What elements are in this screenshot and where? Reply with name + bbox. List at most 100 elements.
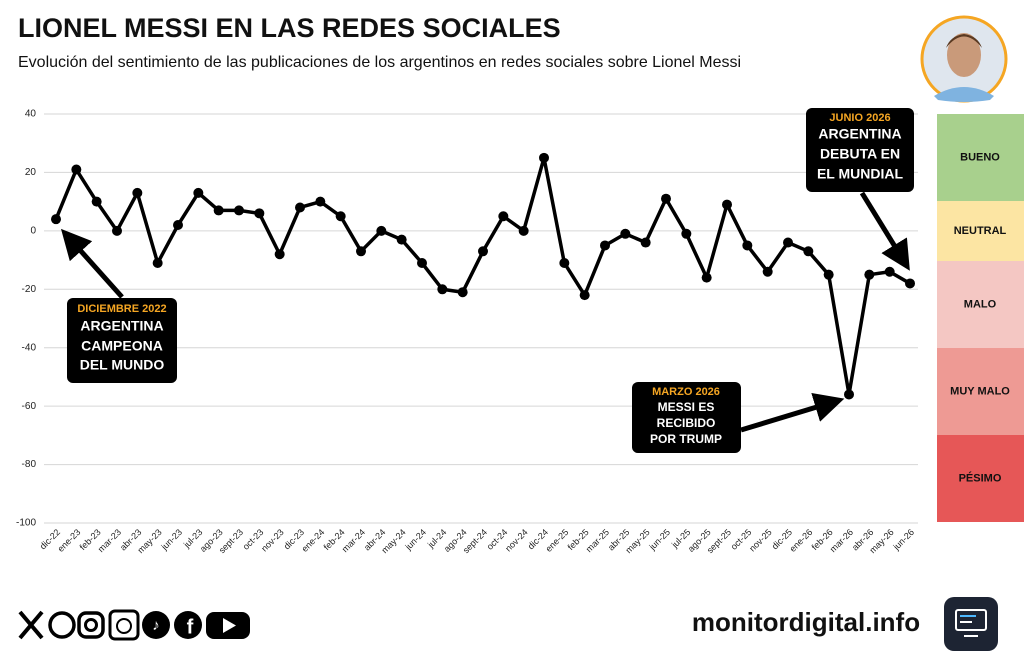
callout: JUNIO 2026 ARGENTINA DEBUTA EN EL MUNDIA… — [806, 108, 914, 271]
x-tick-label: ene-26 — [788, 527, 815, 554]
sentiment-label: PÉSIMO — [959, 471, 1002, 484]
point — [437, 284, 448, 295]
point — [71, 164, 82, 175]
x-tick-label: jun-24 — [403, 527, 428, 552]
series-line — [54, 156, 911, 397]
point — [234, 205, 244, 216]
x-tick-label: jun-25 — [647, 527, 672, 552]
point — [620, 228, 631, 239]
y-tick-label: -80 — [22, 459, 37, 470]
callout-text: POR TRUMP — [650, 432, 722, 446]
point — [884, 266, 895, 277]
callout-text: EL MUNDIAL — [817, 166, 904, 182]
site-name: monitordigital.info — [692, 607, 920, 637]
point — [213, 205, 224, 216]
x-tick-label: nov-25 — [747, 527, 774, 554]
x-tick-label: mar-24 — [340, 527, 367, 554]
x-tick-label: ene-25 — [544, 527, 571, 554]
point — [274, 249, 285, 260]
point — [417, 257, 427, 268]
x-tick-label: mar-25 — [584, 527, 611, 554]
y-tick-label: -60 — [22, 401, 37, 412]
x-tick-label: ene-24 — [300, 527, 327, 554]
point — [173, 220, 183, 231]
callout-date: JUNIO 2026 — [829, 112, 890, 124]
point — [132, 187, 143, 198]
point — [681, 228, 692, 239]
sentiment-band — [937, 201, 1024, 261]
callout: MARZO 2026 MESSI ES RECIBIDO POR TRUMP — [632, 382, 845, 453]
point — [396, 234, 407, 245]
sentiment-label: MUY MALO — [950, 385, 1010, 397]
point — [559, 257, 570, 268]
point — [254, 208, 265, 219]
point — [783, 237, 793, 248]
x-tick-label: nov-24 — [503, 527, 530, 554]
point — [803, 246, 814, 257]
x-tick-label: nov-23 — [259, 527, 286, 554]
sentiment-band — [937, 435, 1024, 522]
point — [356, 246, 366, 257]
point — [295, 202, 305, 213]
point — [762, 266, 773, 277]
sentiment-band — [937, 261, 1024, 348]
point — [722, 199, 732, 210]
point — [823, 269, 834, 280]
x-tick-label: jun-26 — [891, 527, 916, 552]
point — [661, 193, 671, 204]
sentiment-label: BUENO — [960, 151, 1000, 163]
callout-text: RECIBIDO — [657, 416, 716, 430]
point — [640, 237, 651, 248]
sentiment-band — [937, 348, 1024, 435]
callout-text: CAMPEONA — [81, 338, 163, 354]
callout: DICIEMBRE 2022 ARGENTINA CAMPEONA DEL MU… — [60, 228, 177, 383]
point — [742, 240, 753, 251]
point — [498, 211, 509, 222]
point — [600, 240, 610, 251]
point — [905, 278, 915, 289]
y-tick-label: 0 — [30, 225, 36, 236]
social-icons: ♪ f — [18, 609, 250, 641]
point — [315, 196, 326, 207]
point — [701, 272, 712, 283]
sentiment-label: NEUTRAL — [954, 225, 1007, 237]
point — [335, 211, 346, 222]
callout-text: ARGENTINA — [818, 126, 901, 142]
point — [91, 196, 102, 207]
avatar — [920, 15, 1008, 103]
point — [864, 269, 875, 280]
x-tick-label: mar-23 — [96, 527, 123, 554]
chart-title: LIONEL MESSI EN LAS REDES SOCIALES — [18, 13, 561, 43]
y-tick-label: -100 — [16, 518, 36, 529]
point — [51, 214, 61, 225]
x-tick-label: jun-23 — [159, 527, 184, 552]
y-tick-label: -40 — [22, 342, 37, 353]
sentiment-band — [937, 114, 1024, 201]
point — [112, 225, 122, 236]
point — [376, 225, 387, 236]
point — [193, 187, 204, 198]
callout-date: DICIEMBRE 2022 — [77, 303, 166, 315]
callout-date: MARZO 2026 — [652, 386, 720, 398]
sentiment-label: MALO — [964, 298, 997, 310]
callout-text: MESSI ES — [658, 400, 715, 414]
chart-subtitle: Evolución del sentimiento de las publica… — [18, 54, 741, 71]
x-tick-label: ene-23 — [56, 527, 83, 554]
point — [478, 246, 488, 257]
point — [844, 389, 854, 400]
y-tick-label: 40 — [25, 109, 37, 120]
point — [518, 225, 529, 236]
callout-text: DEBUTA EN — [820, 146, 900, 162]
point — [579, 290, 590, 301]
svg-text:♪: ♪ — [152, 617, 160, 634]
site-logo — [944, 597, 998, 651]
y-tick-label: 20 — [25, 167, 37, 178]
callout-text: DEL MUNDO — [80, 357, 165, 373]
svg-text:f: f — [187, 616, 194, 638]
point — [457, 287, 468, 298]
callout-text: ARGENTINA — [80, 318, 163, 334]
point — [152, 257, 163, 268]
point — [539, 152, 549, 163]
y-tick-label: -20 — [22, 284, 37, 295]
